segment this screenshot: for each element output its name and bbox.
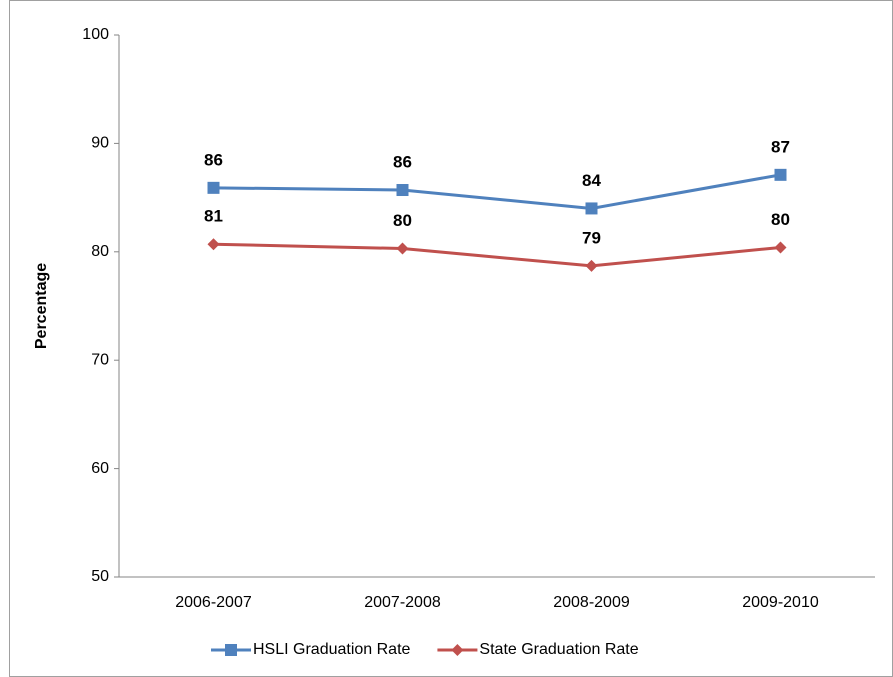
data-label: 86 (204, 150, 223, 169)
data-label: 79 (582, 228, 601, 247)
data-point (207, 181, 220, 194)
data-point (585, 259, 598, 272)
data-point (396, 242, 409, 255)
y-tick-label: 60 (91, 460, 109, 477)
series-line (213, 242, 781, 268)
y-tick-label: 90 (91, 135, 109, 152)
y-tick-label: 100 (82, 26, 109, 43)
x-tick-label: 2008-2009 (553, 594, 630, 611)
data-point (585, 202, 598, 215)
legend-marker (451, 644, 464, 656)
legend-marker (225, 644, 237, 656)
data-label: 86 (393, 152, 412, 171)
y-tick-label: 80 (91, 243, 109, 260)
chart-border (9, 0, 893, 677)
legend-label: HSLI Graduation Rate (253, 641, 411, 658)
x-tick-label: 2007-2008 (364, 594, 441, 611)
data-label: 80 (393, 211, 412, 230)
data-point (774, 168, 787, 181)
data-point (396, 184, 409, 197)
data-label: 84 (582, 171, 601, 190)
data-label: 81 (204, 207, 223, 226)
data-label: 80 (771, 210, 790, 229)
data-label: 87 (771, 137, 790, 156)
series-line (213, 173, 781, 210)
legend-label: State Graduation Rate (479, 641, 638, 658)
data-point (774, 241, 787, 254)
x-tick-label: 2006-2007 (175, 594, 252, 611)
y-tick-label: 70 (91, 351, 109, 368)
y-axis-title: Percentage (33, 263, 50, 349)
x-tick-label: 2009-2010 (742, 594, 819, 611)
y-tick-label: 50 (91, 568, 109, 585)
data-point (207, 238, 220, 251)
